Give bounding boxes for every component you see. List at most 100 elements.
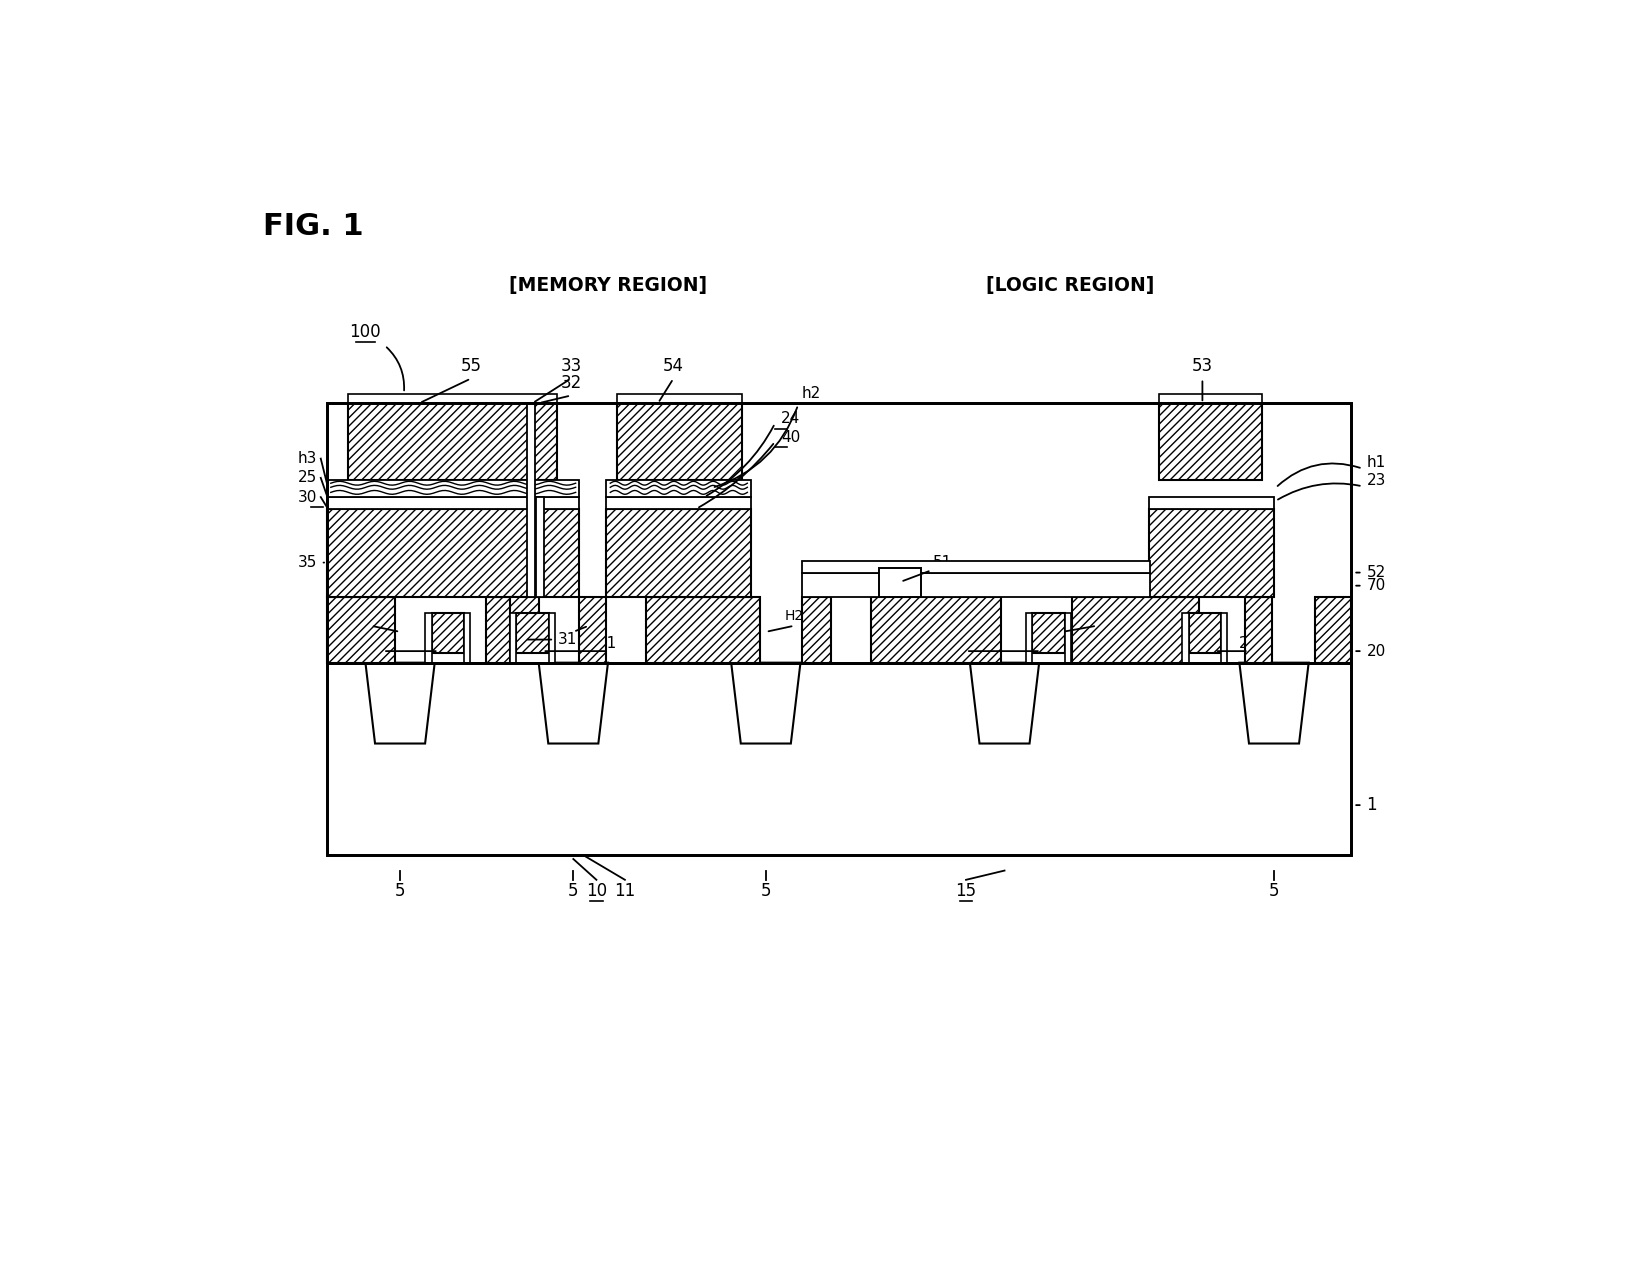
Bar xyxy=(1029,653,1068,663)
Bar xyxy=(549,612,555,663)
Text: 22: 22 xyxy=(1239,637,1258,650)
FancyArrowPatch shape xyxy=(1065,626,1094,631)
FancyArrowPatch shape xyxy=(659,380,672,401)
Text: 24: 24 xyxy=(781,411,801,426)
Bar xyxy=(617,394,742,403)
Text: 10: 10 xyxy=(586,883,607,900)
Bar xyxy=(1245,597,1271,663)
Text: 30: 30 xyxy=(298,489,317,505)
Bar xyxy=(871,597,1001,663)
Bar xyxy=(327,663,1351,855)
Text: 52: 52 xyxy=(1366,566,1385,579)
Text: 5: 5 xyxy=(760,883,772,900)
Polygon shape xyxy=(365,663,435,743)
Bar xyxy=(617,403,742,481)
FancyArrowPatch shape xyxy=(422,379,469,402)
FancyArrowPatch shape xyxy=(542,396,568,402)
Bar xyxy=(516,612,549,653)
Bar xyxy=(606,497,751,508)
FancyArrowPatch shape xyxy=(715,407,798,487)
FancyArrowPatch shape xyxy=(373,626,397,631)
Bar xyxy=(327,597,394,663)
Bar xyxy=(348,394,557,403)
Polygon shape xyxy=(731,663,801,743)
Bar xyxy=(327,497,580,508)
Text: h2: h2 xyxy=(803,385,821,401)
Bar xyxy=(329,404,1350,661)
Text: 11: 11 xyxy=(614,883,635,900)
Text: 1: 1 xyxy=(1366,796,1377,814)
Polygon shape xyxy=(539,663,607,743)
FancyArrowPatch shape xyxy=(1278,463,1359,486)
Text: 55: 55 xyxy=(461,358,482,375)
Bar xyxy=(803,597,832,663)
Text: 51: 51 xyxy=(933,555,952,571)
Bar xyxy=(327,508,580,597)
Text: h3: h3 xyxy=(298,451,317,467)
Bar xyxy=(1159,394,1262,403)
Polygon shape xyxy=(1239,663,1309,743)
FancyArrowPatch shape xyxy=(536,380,568,402)
Bar xyxy=(1315,597,1351,663)
Bar xyxy=(431,612,464,653)
Bar xyxy=(1148,508,1275,597)
Bar xyxy=(425,612,431,663)
Bar xyxy=(1026,612,1032,663)
Bar xyxy=(606,481,751,497)
Bar xyxy=(327,403,1351,663)
Bar xyxy=(527,403,536,597)
Text: 70: 70 xyxy=(1366,578,1385,593)
Text: 23: 23 xyxy=(1366,473,1385,488)
Bar xyxy=(510,612,516,663)
Text: 35: 35 xyxy=(298,555,317,571)
Text: 100: 100 xyxy=(350,322,381,341)
Text: 21: 21 xyxy=(373,637,392,650)
Bar xyxy=(485,597,527,663)
Text: 31: 31 xyxy=(558,631,578,647)
FancyArrowPatch shape xyxy=(904,572,928,581)
Text: 15: 15 xyxy=(956,883,977,900)
Bar xyxy=(1032,612,1065,653)
Bar xyxy=(606,508,751,597)
Text: H1: H1 xyxy=(580,610,599,624)
Text: h1: h1 xyxy=(1366,455,1385,470)
Bar xyxy=(803,560,1149,573)
Text: [MEMORY REGION]: [MEMORY REGION] xyxy=(510,276,707,295)
Text: FIG. 1: FIG. 1 xyxy=(264,212,363,241)
Bar xyxy=(1071,597,1200,663)
Bar xyxy=(1065,612,1071,663)
Bar xyxy=(428,653,467,663)
Text: H2: H2 xyxy=(1088,610,1107,624)
Bar xyxy=(327,481,580,497)
Text: 32: 32 xyxy=(560,374,581,392)
Text: 54: 54 xyxy=(663,358,684,375)
FancyArrowPatch shape xyxy=(707,426,773,496)
Bar xyxy=(1148,497,1275,508)
Text: H1: H1 xyxy=(361,610,381,624)
Text: 25: 25 xyxy=(298,470,317,486)
Bar xyxy=(1182,612,1188,663)
Bar xyxy=(510,597,539,663)
Bar xyxy=(1188,612,1221,653)
Text: 5: 5 xyxy=(1268,883,1280,900)
Bar xyxy=(803,573,1149,597)
Text: 33: 33 xyxy=(560,358,581,375)
Text: 40: 40 xyxy=(781,430,801,445)
Text: H2: H2 xyxy=(785,610,804,624)
Bar xyxy=(646,597,760,663)
Polygon shape xyxy=(970,663,1039,743)
Bar xyxy=(1159,403,1262,481)
Bar xyxy=(513,653,552,663)
Text: 5: 5 xyxy=(396,883,405,900)
Text: 53: 53 xyxy=(1192,358,1213,375)
FancyArrowPatch shape xyxy=(698,444,773,507)
Bar xyxy=(327,663,1351,855)
Text: 20: 20 xyxy=(1366,644,1385,658)
Text: 21: 21 xyxy=(599,637,617,650)
Text: [LOGIC REGION]: [LOGIC REGION] xyxy=(987,276,1154,295)
FancyArrowPatch shape xyxy=(1278,483,1359,500)
Bar xyxy=(1185,653,1224,663)
Bar xyxy=(327,403,1351,663)
FancyArrowPatch shape xyxy=(576,626,586,631)
Bar xyxy=(536,497,544,597)
